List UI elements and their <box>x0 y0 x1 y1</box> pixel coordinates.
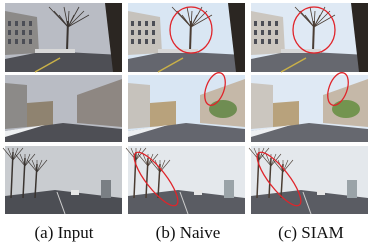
photo-panel <box>251 70 368 142</box>
foliage <box>332 100 360 118</box>
window <box>254 39 257 44</box>
bus-stop <box>224 180 234 198</box>
bus-stop <box>101 180 111 198</box>
building-mid <box>150 101 176 127</box>
window <box>15 39 18 44</box>
car <box>317 190 325 195</box>
window <box>15 21 18 26</box>
window <box>152 21 155 26</box>
window <box>15 30 18 35</box>
window <box>261 30 264 35</box>
cars <box>35 49 75 53</box>
car <box>71 190 79 195</box>
window <box>275 30 278 35</box>
caption: (b) Naive <box>156 223 221 242</box>
car <box>194 190 202 195</box>
window <box>8 21 11 26</box>
window <box>8 30 11 35</box>
window <box>138 39 141 44</box>
photo-panel <box>251 3 368 72</box>
window <box>131 39 134 44</box>
window <box>261 39 264 44</box>
building-left <box>251 83 273 129</box>
window <box>268 21 271 26</box>
window <box>254 21 257 26</box>
window <box>29 30 32 35</box>
window <box>152 30 155 35</box>
window <box>131 30 134 35</box>
window <box>275 39 278 44</box>
window <box>29 21 32 26</box>
photo-panel <box>3 146 122 214</box>
page: {"figure": {"captions": ["(a) Input", "(… <box>0 0 368 245</box>
window <box>268 39 271 44</box>
window <box>152 39 155 44</box>
caption: (c) SIAM <box>278 223 344 242</box>
photo-panel <box>5 3 122 72</box>
building-left <box>128 83 150 129</box>
photo-panel <box>126 146 245 214</box>
photo-panel <box>249 146 368 214</box>
photo-panel <box>128 70 245 142</box>
photo-panel <box>128 3 245 72</box>
bus-stop <box>347 180 357 198</box>
window <box>131 21 134 26</box>
building-mid <box>273 101 299 127</box>
window <box>138 30 141 35</box>
window <box>275 21 278 26</box>
window <box>8 39 11 44</box>
window <box>22 39 25 44</box>
window <box>268 30 271 35</box>
window <box>29 39 32 44</box>
window <box>145 30 148 35</box>
window <box>22 21 25 26</box>
foliage <box>209 100 237 118</box>
window <box>145 21 148 26</box>
window <box>138 21 141 26</box>
figure: (a) Input (b) Naive (c) SIAM <box>0 0 368 245</box>
window <box>254 30 257 35</box>
building-left <box>5 83 27 129</box>
window <box>261 21 264 26</box>
photo-panel <box>5 75 122 142</box>
building-mid <box>27 101 53 127</box>
window <box>145 39 148 44</box>
window <box>22 30 25 35</box>
caption: (a) Input <box>34 223 93 242</box>
